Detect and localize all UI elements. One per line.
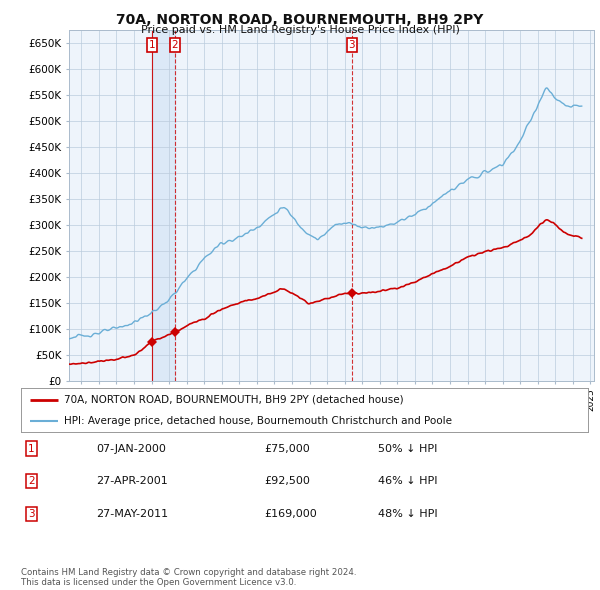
Text: 50% ↓ HPI: 50% ↓ HPI [378,444,437,454]
Text: £169,000: £169,000 [264,509,317,519]
Text: 2: 2 [28,476,35,486]
Text: 3: 3 [349,40,355,50]
Text: Contains HM Land Registry data © Crown copyright and database right 2024.
This d: Contains HM Land Registry data © Crown c… [21,568,356,587]
Text: 2: 2 [172,40,178,50]
Text: HPI: Average price, detached house, Bournemouth Christchurch and Poole: HPI: Average price, detached house, Bour… [64,416,452,426]
Text: 27-APR-2001: 27-APR-2001 [96,476,168,486]
Text: 27-MAY-2011: 27-MAY-2011 [96,509,168,519]
Text: Price paid vs. HM Land Registry's House Price Index (HPI): Price paid vs. HM Land Registry's House … [140,25,460,35]
Text: 07-JAN-2000: 07-JAN-2000 [96,444,166,454]
Text: 3: 3 [28,509,35,519]
Bar [152,30,175,381]
Text: 70A, NORTON ROAD, BOURNEMOUTH, BH9 2PY: 70A, NORTON ROAD, BOURNEMOUTH, BH9 2PY [116,13,484,27]
Text: £92,500: £92,500 [264,476,310,486]
Text: 1: 1 [149,40,155,50]
Text: 70A, NORTON ROAD, BOURNEMOUTH, BH9 2PY (detached house): 70A, NORTON ROAD, BOURNEMOUTH, BH9 2PY (… [64,395,403,405]
Text: 46% ↓ HPI: 46% ↓ HPI [378,476,437,486]
Text: 1: 1 [28,444,35,454]
Text: 48% ↓ HPI: 48% ↓ HPI [378,509,437,519]
Text: £75,000: £75,000 [264,444,310,454]
